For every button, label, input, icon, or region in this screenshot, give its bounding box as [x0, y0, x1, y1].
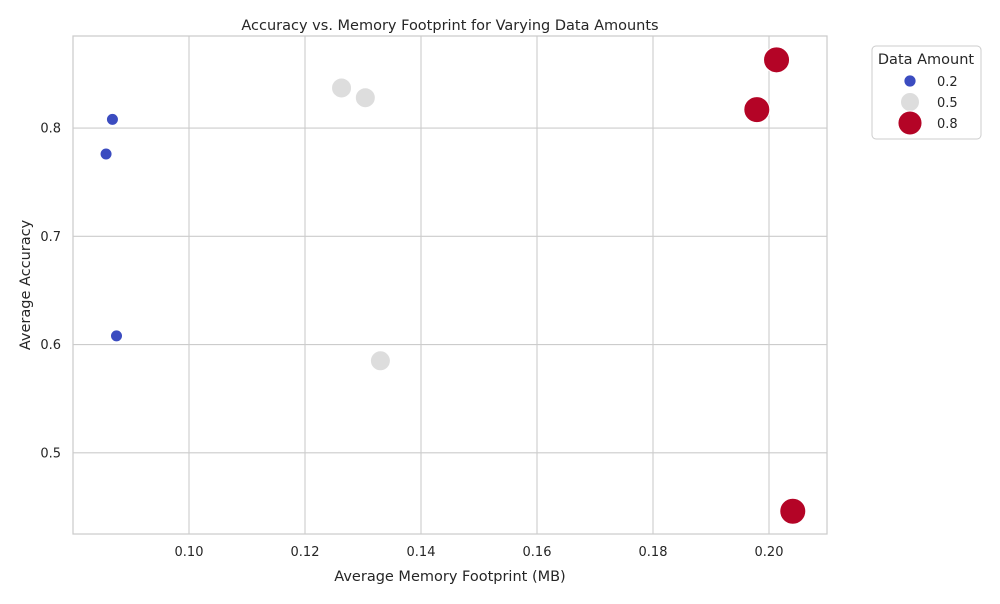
x-axis-ticks: 0.10 0.12 0.14 0.16 0.18 0.20 [175, 545, 784, 560]
legend-title: Data Amount [878, 52, 975, 68]
y-tick-label: 0.5 [40, 446, 61, 461]
data-points [99, 46, 807, 525]
scatter-point-series-0.2 [110, 329, 123, 343]
legend-entry-label: 0.5 [937, 96, 958, 111]
grid-lines [73, 36, 827, 534]
plot-area-frame [72, 35, 828, 535]
x-axis-label: Average Memory Footprint (MB) [334, 569, 565, 585]
legend-entry-label: 0.8 [937, 117, 958, 132]
y-axis-ticks: 0.5 0.6 0.7 0.8 [40, 122, 61, 462]
legend-marker [900, 92, 920, 112]
scatter-point-series-0.8 [743, 96, 771, 124]
legend-frame [871, 45, 982, 140]
scatter-point-series-0.5 [369, 350, 391, 372]
legend-marker [897, 110, 923, 136]
scatter-point-series-0.8 [763, 46, 791, 74]
x-tick-label: 0.14 [407, 545, 436, 560]
scatter-point-series-0.8 [779, 497, 807, 525]
chart-title: Accuracy vs. Memory Footprint for Varyin… [241, 18, 658, 34]
legend-marker [903, 74, 917, 88]
scatter-point-series-0.2 [99, 147, 113, 161]
legend-entry-label: 0.2 [937, 75, 958, 90]
x-tick-label: 0.18 [639, 545, 668, 560]
y-tick-label: 0.6 [40, 338, 61, 353]
scatter-point-series-0.5 [331, 77, 353, 99]
scatter-point-series-0.5 [354, 87, 376, 109]
legend: Data Amount 0.2 0.5 0.8 [871, 45, 982, 140]
x-tick-label: 0.10 [175, 545, 204, 560]
y-tick-label: 0.8 [40, 122, 61, 137]
x-tick-label: 0.20 [755, 545, 784, 560]
x-tick-label: 0.12 [291, 545, 320, 560]
x-tick-label: 0.16 [523, 545, 552, 560]
legend-entries: 0.2 0.5 0.8 [897, 74, 958, 136]
y-axis-label: Average Accuracy [18, 219, 34, 350]
scatter-point-series-0.2 [105, 112, 119, 126]
y-tick-label: 0.7 [40, 230, 61, 245]
